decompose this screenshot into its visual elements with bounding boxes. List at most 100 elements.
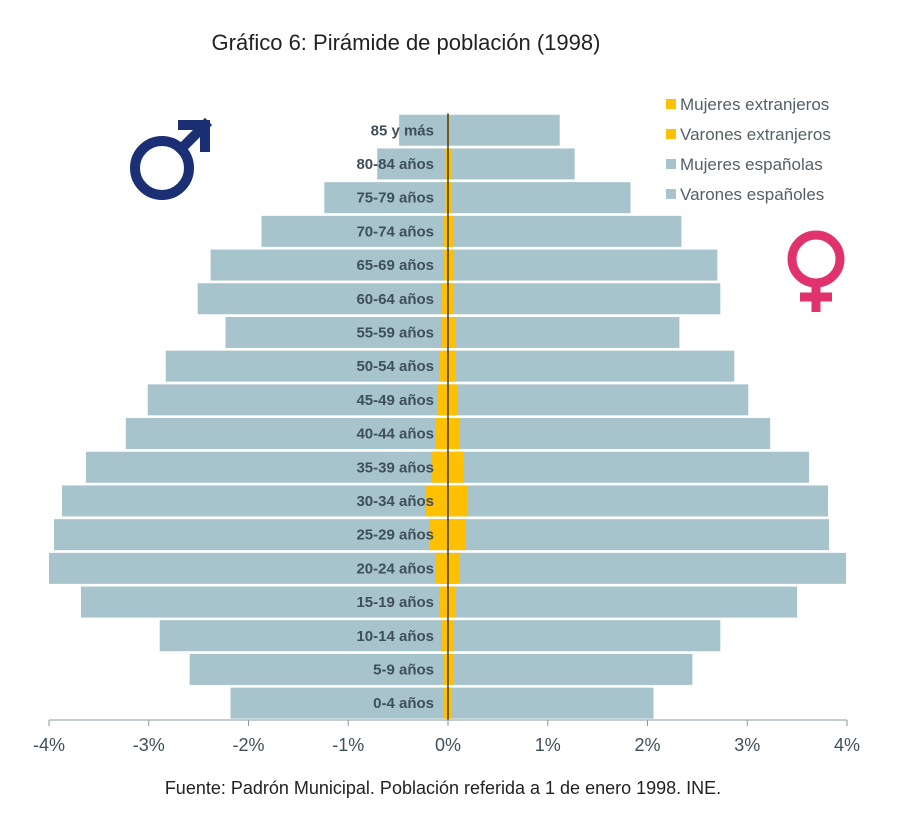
bar-varones-espanoles-16 bbox=[377, 148, 448, 180]
category-label: 65-69 años bbox=[356, 257, 434, 274]
bar-varones-extranjeros-14 bbox=[444, 215, 448, 247]
bar-varones-espanoles-6 bbox=[61, 485, 448, 517]
bar-varones-extranjeros-9 bbox=[438, 384, 448, 416]
x-tick-label: -1% bbox=[332, 735, 364, 755]
bar-varones-espanoles-5 bbox=[53, 519, 449, 551]
bar-mujeres-extranjeros-8 bbox=[448, 418, 460, 450]
bar-varones-extranjeros-12 bbox=[442, 283, 448, 315]
bar-varones-espanoles-7 bbox=[85, 451, 448, 483]
bar-varones-extranjeros-3 bbox=[440, 586, 448, 618]
category-labels: 0-4 años 5-9 años 10-14 años 15-19 años 20-2… bbox=[356, 122, 434, 712]
bar-varones-espanoles-14 bbox=[261, 215, 448, 247]
category-label: 20-24 años bbox=[356, 560, 434, 577]
legend-swatch bbox=[666, 189, 676, 199]
legend: Mujeres extranjeros Varones extranjeros Mu… bbox=[666, 95, 831, 204]
bar-varones-espanoles-12 bbox=[197, 283, 448, 315]
category-label: 45-49 años bbox=[356, 392, 434, 409]
bar-varones-extranjeros-2 bbox=[442, 620, 448, 652]
bar-mujeres-espanolas-5 bbox=[448, 519, 830, 551]
category-label: 75-79 años bbox=[356, 190, 434, 207]
category-label: 15-19 años bbox=[356, 594, 434, 611]
legend-label: Varones españoles bbox=[680, 185, 824, 204]
bar-mujeres-espanolas-14 bbox=[448, 215, 682, 247]
x-tick-label: 2% bbox=[634, 735, 660, 755]
bar-varones-extranjeros-8 bbox=[436, 418, 448, 450]
bar-varones-espanoles-13 bbox=[210, 249, 448, 281]
bar-mujeres-extranjeros-0 bbox=[448, 687, 452, 719]
bar-mujeres-extranjeros-6 bbox=[448, 485, 468, 517]
bar-mujeres-espanolas-0 bbox=[448, 687, 654, 719]
bars-layer bbox=[49, 114, 847, 719]
x-tick-label: 0% bbox=[435, 735, 461, 755]
bar-varones-espanoles-9 bbox=[147, 384, 448, 416]
bar-mujeres-extranjeros-9 bbox=[448, 384, 457, 416]
x-tick-label: 4% bbox=[834, 735, 860, 755]
bar-varones-extranjeros-16 bbox=[446, 148, 448, 180]
bar-mujeres-extranjeros-13 bbox=[448, 249, 454, 281]
bar-mujeres-extranjeros-16 bbox=[448, 148, 451, 180]
bar-mujeres-extranjeros-5 bbox=[448, 519, 466, 551]
legend-label: Mujeres españolas bbox=[680, 155, 823, 174]
bar-varones-espanoles-11 bbox=[225, 316, 448, 348]
bar-varones-extranjeros-4 bbox=[436, 552, 448, 584]
bar-varones-extranjeros-13 bbox=[443, 249, 448, 281]
chart-source-note: Fuente: Padrón Municipal. Población refe… bbox=[164, 778, 722, 798]
bar-mujeres-espanolas-11 bbox=[448, 316, 680, 348]
bar-mujeres-espanolas-13 bbox=[448, 249, 718, 281]
category-label: 0-4 años bbox=[373, 695, 434, 712]
bar-mujeres-espanolas-2 bbox=[448, 620, 721, 652]
x-tick-label: -2% bbox=[232, 735, 264, 755]
bar-varones-extranjeros-7 bbox=[432, 451, 448, 483]
bar-mujeres-extranjeros-15 bbox=[448, 182, 452, 214]
x-tick-label: -4% bbox=[33, 735, 65, 755]
category-label: 55-59 años bbox=[356, 324, 434, 341]
bar-varones-espanoles-17 bbox=[399, 114, 448, 146]
legend-swatch bbox=[666, 129, 676, 139]
category-label: 70-74 años bbox=[356, 223, 434, 240]
bar-mujeres-espanolas-4 bbox=[448, 552, 847, 584]
bar-mujeres-espanolas-8 bbox=[448, 418, 771, 450]
bar-mujeres-espanolas-15 bbox=[448, 182, 631, 214]
bar-varones-extranjeros-5 bbox=[429, 519, 448, 551]
category-label: 25-29 años bbox=[356, 527, 434, 544]
bar-mujeres-extranjeros-17 bbox=[448, 114, 450, 146]
bar-varones-espanoles-2 bbox=[159, 620, 448, 652]
bar-mujeres-espanolas-7 bbox=[448, 451, 810, 483]
x-tick-label: -3% bbox=[133, 735, 165, 755]
bar-mujeres-extranjeros-12 bbox=[448, 283, 454, 315]
chart-title: Gráfico 6: Pirámide de población (1998) bbox=[211, 30, 601, 55]
bar-varones-espanoles-4 bbox=[49, 552, 448, 584]
bar-varones-extranjeros-15 bbox=[445, 182, 448, 214]
bar-mujeres-espanolas-3 bbox=[448, 586, 798, 618]
bar-mujeres-extranjeros-1 bbox=[448, 653, 453, 685]
x-tick-label: 3% bbox=[734, 735, 760, 755]
category-label: 80-84 años bbox=[356, 156, 434, 173]
bar-mujeres-espanolas-10 bbox=[448, 350, 735, 382]
bar-mujeres-espanolas-1 bbox=[448, 653, 693, 685]
bar-mujeres-espanolas-9 bbox=[448, 384, 749, 416]
male-symbol-icon bbox=[130, 117, 213, 200]
gender-symbols bbox=[130, 117, 845, 312]
legend-swatch bbox=[666, 99, 676, 109]
bar-varones-espanoles-3 bbox=[80, 586, 449, 618]
bar-mujeres-extranjeros-2 bbox=[448, 620, 454, 652]
bar-varones-espanoles-10 bbox=[165, 350, 448, 382]
category-label: 60-64 años bbox=[356, 291, 434, 308]
legend-label: Mujeres extranjeros bbox=[680, 95, 829, 114]
legend-swatch bbox=[666, 159, 676, 169]
bar-mujeres-espanolas-12 bbox=[448, 283, 721, 315]
bar-varones-extranjeros-1 bbox=[443, 653, 448, 685]
x-axis: -4% -3% -2% -1% 0% 1% 2% 3% 4% bbox=[33, 113, 860, 755]
bar-varones-extranjeros-0 bbox=[444, 687, 448, 719]
category-label: 50-54 años bbox=[356, 358, 434, 375]
bar-varones-espanoles-15 bbox=[324, 182, 448, 214]
female-symbol-icon bbox=[787, 230, 845, 312]
category-label: 10-14 años bbox=[356, 628, 434, 645]
bar-varones-extranjeros-11 bbox=[441, 316, 448, 348]
category-label: 35-39 años bbox=[356, 459, 434, 476]
bar-mujeres-extranjeros-11 bbox=[448, 316, 455, 348]
bar-mujeres-extranjeros-4 bbox=[448, 552, 460, 584]
bar-mujeres-espanolas-17 bbox=[448, 114, 560, 146]
bar-varones-espanoles-8 bbox=[125, 418, 449, 450]
